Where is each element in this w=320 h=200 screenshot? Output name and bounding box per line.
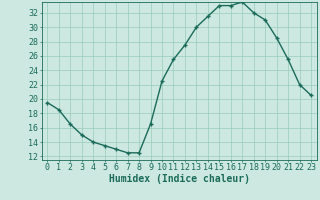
X-axis label: Humidex (Indice chaleur): Humidex (Indice chaleur) bbox=[109, 174, 250, 184]
